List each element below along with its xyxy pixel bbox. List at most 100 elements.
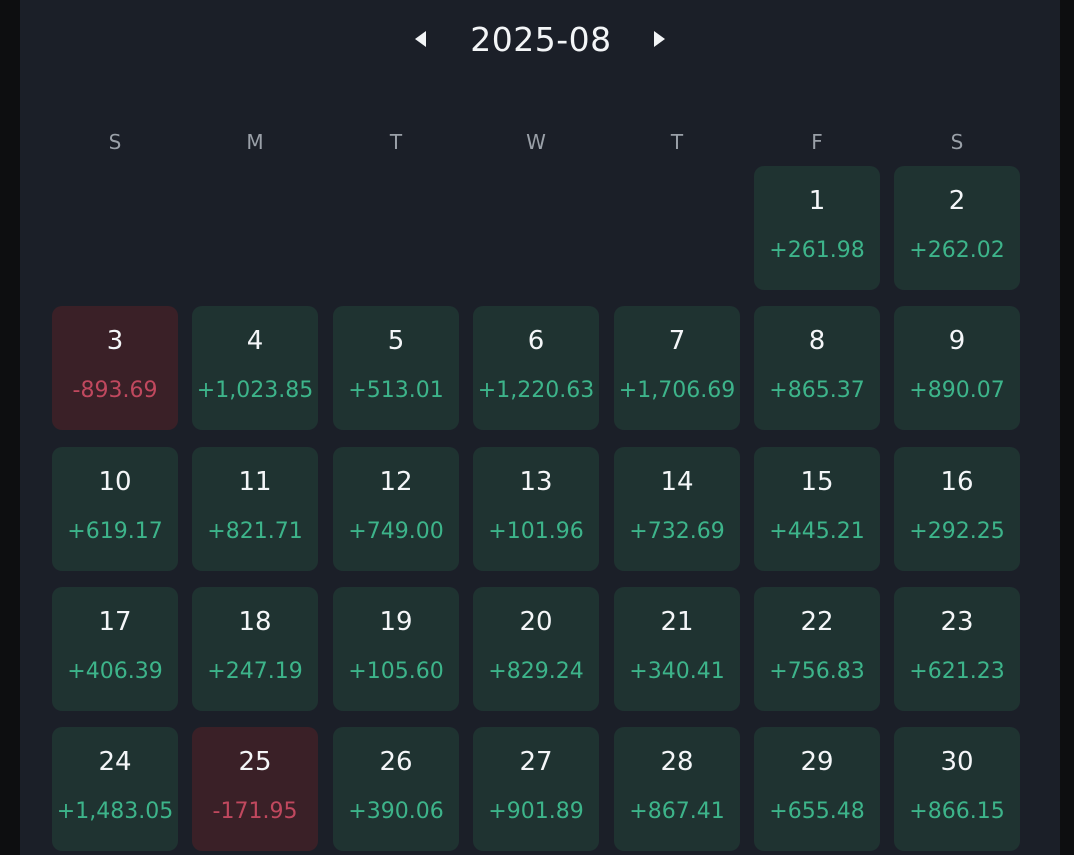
day-number: 2: [948, 186, 966, 216]
day-number: 4: [246, 326, 264, 356]
day-cell[interactable]: 6 +1,220.63: [473, 306, 599, 430]
day-number: 3: [106, 326, 124, 356]
day-cell[interactable]: 16 +292.25: [894, 447, 1020, 571]
calendar-header: 2025-08: [20, 14, 1060, 64]
day-cell[interactable]: 26 +390.06: [333, 727, 459, 851]
day-cell[interactable]: 2 +262.02: [894, 166, 1020, 290]
day-pnl: +655.48: [769, 799, 865, 824]
day-cell[interactable]: 13 +101.96: [473, 447, 599, 571]
day-number: 25: [238, 747, 272, 777]
day-pnl: +101.96: [488, 519, 584, 544]
day-cell[interactable]: 21 +340.41: [614, 587, 740, 711]
day-number: 1: [808, 186, 826, 216]
day-cell[interactable]: 29 +655.48: [754, 727, 880, 851]
day-number: 24: [98, 747, 132, 777]
day-number: 15: [800, 467, 834, 497]
calendar-panel: 2025-08 S M T W T F S 1 +261.98 2 +262.02 3 -893.69…: [20, 0, 1060, 855]
day-cell[interactable]: 11 +821.71: [192, 447, 318, 571]
day-pnl: +406.39: [67, 659, 163, 684]
day-number: 10: [98, 467, 132, 497]
day-number: 6: [527, 326, 545, 356]
day-cell[interactable]: 7 +1,706.69: [614, 306, 740, 430]
day-cell[interactable]: 18 +247.19: [192, 587, 318, 711]
day-number: 22: [800, 607, 834, 637]
day-pnl: +262.02: [909, 238, 1005, 263]
day-pnl: +821.71: [207, 519, 303, 544]
weekday-label: M: [246, 130, 264, 154]
day-pnl: +1,023.85: [196, 378, 314, 403]
day-number: 20: [519, 607, 553, 637]
weekday-label: S: [950, 130, 964, 154]
day-pnl: +621.23: [909, 659, 1005, 684]
weekday-label: S: [108, 130, 122, 154]
day-pnl: +513.01: [348, 378, 444, 403]
next-month-button[interactable]: [650, 29, 670, 49]
day-pnl: +829.24: [488, 659, 584, 684]
day-cell[interactable]: 28 +867.41: [614, 727, 740, 851]
day-cell[interactable]: 15 +445.21: [754, 447, 880, 571]
day-pnl: +247.19: [207, 659, 303, 684]
day-cell[interactable]: 3 -893.69: [52, 306, 178, 430]
weekday-label: T: [389, 130, 403, 154]
day-pnl: +732.69: [629, 519, 725, 544]
day-pnl: -893.69: [72, 378, 158, 403]
day-pnl: +890.07: [909, 378, 1005, 403]
day-number: 12: [379, 467, 413, 497]
caret-left-icon: [414, 31, 426, 47]
day-cell[interactable]: 19 +105.60: [333, 587, 459, 711]
day-pnl: +340.41: [629, 659, 725, 684]
weekday-label: F: [811, 130, 823, 154]
day-cell[interactable]: 27 +901.89: [473, 727, 599, 851]
day-number: 17: [98, 607, 132, 637]
day-cell[interactable]: 4 +1,023.85: [192, 306, 318, 430]
day-cell[interactable]: 14 +732.69: [614, 447, 740, 571]
day-cell[interactable]: 30 +866.15: [894, 727, 1020, 851]
day-number: 23: [940, 607, 974, 637]
day-cell[interactable]: 1 +261.98: [754, 166, 880, 290]
day-pnl: +749.00: [348, 519, 444, 544]
day-number: 11: [238, 467, 272, 497]
day-pnl: +1,706.69: [618, 378, 736, 403]
day-number: 19: [379, 607, 413, 637]
day-number: 7: [668, 326, 686, 356]
day-cell[interactable]: 17 +406.39: [52, 587, 178, 711]
day-pnl: +866.15: [909, 799, 1005, 824]
day-cell[interactable]: 23 +621.23: [894, 587, 1020, 711]
day-number: 21: [660, 607, 694, 637]
day-number: 30: [940, 747, 974, 777]
day-pnl: -171.95: [212, 799, 298, 824]
day-number: 13: [519, 467, 553, 497]
day-number: 8: [808, 326, 826, 356]
day-cell[interactable]: 25 -171.95: [192, 727, 318, 851]
day-pnl: +756.83: [769, 659, 865, 684]
month-title: 2025-08: [470, 19, 612, 59]
day-pnl: +865.37: [769, 378, 865, 403]
weekday-label: T: [670, 130, 684, 154]
day-number: 18: [238, 607, 272, 637]
day-pnl: +1,483.05: [56, 799, 174, 824]
day-pnl: +292.25: [909, 519, 1005, 544]
day-number: 27: [519, 747, 553, 777]
day-number: 9: [948, 326, 966, 356]
caret-right-icon: [654, 31, 666, 47]
prev-month-button[interactable]: [410, 29, 430, 49]
day-pnl: +390.06: [348, 799, 444, 824]
day-pnl: +1,220.63: [477, 378, 595, 403]
weekday-label: W: [526, 130, 546, 154]
day-pnl: +445.21: [769, 519, 865, 544]
day-pnl: +261.98: [769, 238, 865, 263]
day-cell[interactable]: 10 +619.17: [52, 447, 178, 571]
day-cell[interactable]: 22 +756.83: [754, 587, 880, 711]
day-pnl: +619.17: [67, 519, 163, 544]
day-cell[interactable]: 24 +1,483.05: [52, 727, 178, 851]
day-cell[interactable]: 8 +865.37: [754, 306, 880, 430]
day-cell[interactable]: 12 +749.00: [333, 447, 459, 571]
day-number: 5: [387, 326, 405, 356]
day-pnl: +901.89: [488, 799, 584, 824]
day-number: 16: [940, 467, 974, 497]
day-cell[interactable]: 9 +890.07: [894, 306, 1020, 430]
day-cell[interactable]: 20 +829.24: [473, 587, 599, 711]
day-number: 28: [660, 747, 694, 777]
day-number: 26: [379, 747, 413, 777]
day-cell[interactable]: 5 +513.01: [333, 306, 459, 430]
